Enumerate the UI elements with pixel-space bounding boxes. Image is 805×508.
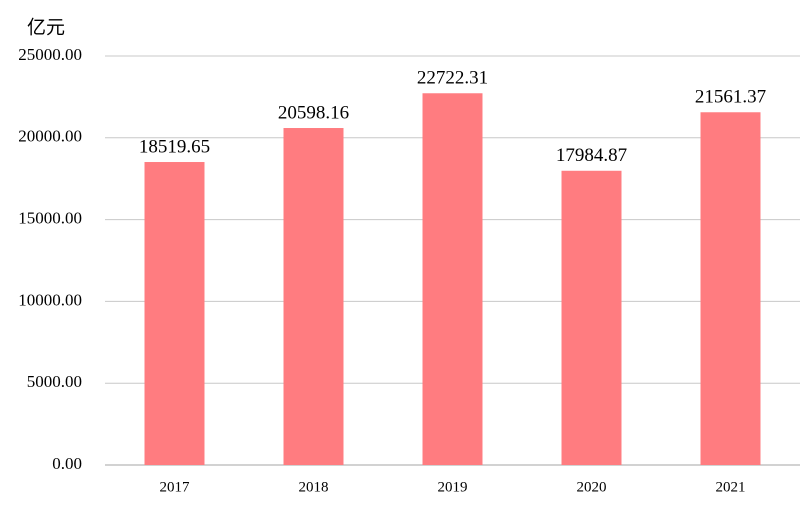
data-label: 17984.87 bbox=[556, 145, 627, 166]
x-tick-label: 2020 bbox=[577, 479, 607, 495]
y-tick-label: 15000.00 bbox=[18, 209, 82, 228]
bar bbox=[561, 170, 622, 466]
data-label: 18519.65 bbox=[139, 136, 210, 157]
data-label: 22722.31 bbox=[417, 68, 488, 89]
data-label: 20598.16 bbox=[278, 102, 349, 123]
x-tick-label: 2017 bbox=[160, 479, 191, 495]
bar bbox=[144, 162, 205, 465]
y-tick-label: 25000.00 bbox=[18, 45, 82, 64]
x-tick-label: 2018 bbox=[299, 479, 329, 495]
x-tick-label: 2019 bbox=[438, 479, 468, 495]
y-axis-label: 亿元 bbox=[27, 17, 65, 39]
y-tick-label: 10000.00 bbox=[18, 290, 82, 309]
data-label: 21561.37 bbox=[695, 87, 766, 108]
y-tick-label: 5000.00 bbox=[27, 372, 82, 391]
x-tick-label: 2021 bbox=[716, 479, 746, 495]
y-tick-label: 20000.00 bbox=[18, 127, 82, 146]
bar bbox=[283, 128, 344, 465]
y-tick-label: 0.00 bbox=[52, 454, 82, 473]
bar bbox=[422, 93, 483, 466]
bar bbox=[700, 112, 761, 466]
